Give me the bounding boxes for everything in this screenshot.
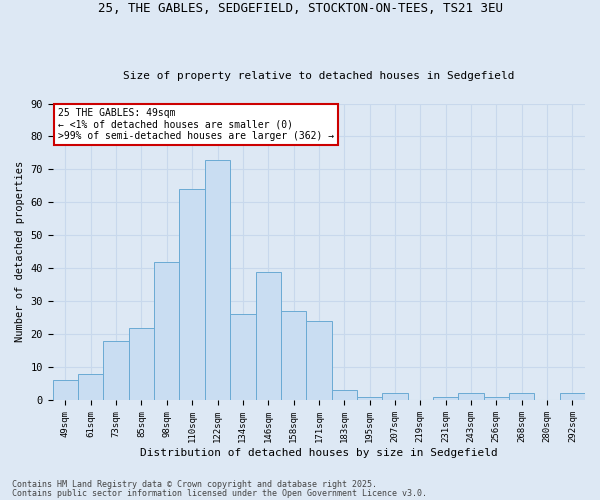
Bar	[509, 394, 535, 400]
Bar	[433, 396, 458, 400]
Bar	[53, 380, 78, 400]
Bar	[357, 396, 382, 400]
Bar	[230, 314, 256, 400]
Text: 25 THE GABLES: 49sqm
← <1% of detached houses are smaller (0)
>99% of semi-detac: 25 THE GABLES: 49sqm ← <1% of detached h…	[58, 108, 334, 141]
Bar	[382, 394, 407, 400]
Bar	[129, 328, 154, 400]
Bar	[458, 394, 484, 400]
Bar	[205, 160, 230, 400]
X-axis label: Distribution of detached houses by size in Sedgefield: Distribution of detached houses by size …	[140, 448, 498, 458]
Bar	[306, 321, 332, 400]
Text: 25, THE GABLES, SEDGEFIELD, STOCKTON-ON-TEES, TS21 3EU: 25, THE GABLES, SEDGEFIELD, STOCKTON-ON-…	[97, 2, 503, 16]
Bar	[256, 272, 281, 400]
Bar	[281, 311, 306, 400]
Bar	[103, 340, 129, 400]
Bar	[560, 394, 585, 400]
Title: Size of property relative to detached houses in Sedgefield: Size of property relative to detached ho…	[123, 70, 515, 81]
Y-axis label: Number of detached properties: Number of detached properties	[15, 161, 25, 342]
Bar	[332, 390, 357, 400]
Text: Contains HM Land Registry data © Crown copyright and database right 2025.: Contains HM Land Registry data © Crown c…	[12, 480, 377, 489]
Bar	[78, 374, 103, 400]
Bar	[154, 262, 179, 400]
Bar	[179, 189, 205, 400]
Bar	[484, 396, 509, 400]
Text: Contains public sector information licensed under the Open Government Licence v3: Contains public sector information licen…	[12, 488, 427, 498]
